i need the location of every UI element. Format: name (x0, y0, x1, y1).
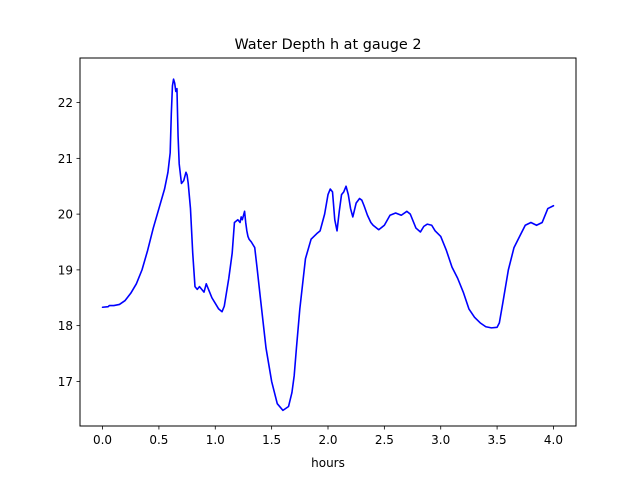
x-tick-label: 0.5 (149, 433, 168, 447)
y-tick-label: 20 (58, 208, 73, 222)
x-tick-label: 1.5 (262, 433, 281, 447)
x-tick-label: 3.0 (431, 433, 450, 447)
x-tick-label: 2.5 (375, 433, 394, 447)
x-axis: 0.0 0.5 1.0 1.5 2.0 2.5 3.0 3.5 4.0 (93, 426, 563, 447)
y-tick-label: 17 (58, 375, 73, 389)
x-tick-label: 2.0 (318, 433, 337, 447)
x-tick-label: 3.5 (488, 433, 507, 447)
x-tick-label: 1.0 (206, 433, 225, 447)
x-tick-label: 0.0 (93, 433, 112, 447)
x-axis-label: hours (311, 456, 345, 470)
series-line-0 (101, 78, 555, 412)
y-tick-label: 19 (58, 263, 73, 277)
plot-layer (101, 78, 555, 412)
chart-title: Water Depth h at gauge 2 (234, 37, 421, 53)
x-tick-label: 4.0 (544, 433, 563, 447)
y-tick-label: 22 (58, 96, 73, 110)
y-axis: 17 18 19 20 21 22 (58, 96, 80, 389)
y-tick-label: 18 (58, 319, 73, 333)
y-tick-label: 21 (58, 152, 73, 166)
